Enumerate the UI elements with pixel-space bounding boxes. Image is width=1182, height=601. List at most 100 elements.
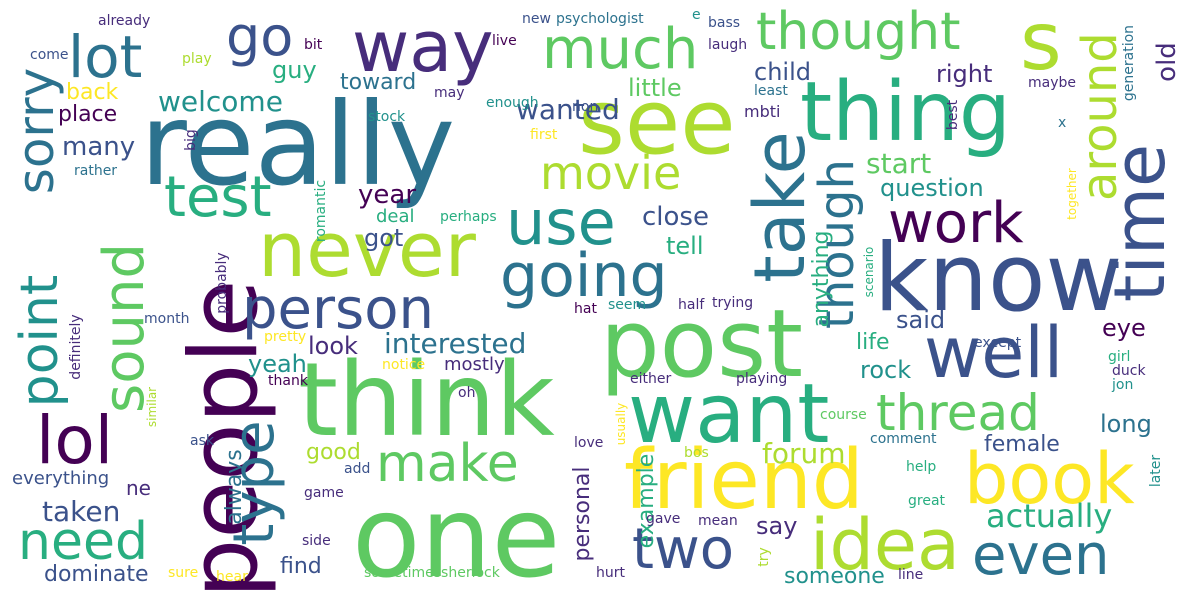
word: stock: [368, 109, 406, 125]
word: sure: [168, 565, 199, 581]
word: wanted: [516, 93, 620, 126]
word: enough: [486, 95, 539, 111]
word: take: [739, 131, 821, 283]
word: look: [308, 332, 358, 360]
word: ask: [190, 433, 214, 449]
word: much: [542, 17, 699, 82]
word: dominate: [44, 562, 149, 587]
word: post: [600, 290, 804, 399]
word: place: [58, 102, 118, 127]
word: say: [756, 512, 798, 540]
word: lot: [68, 23, 143, 91]
word: back: [66, 80, 119, 105]
word: right: [936, 60, 993, 88]
word: month: [144, 311, 190, 327]
word: want: [628, 367, 830, 462]
word: best: [945, 99, 961, 131]
word: close: [642, 202, 709, 232]
word: hurt: [596, 565, 625, 581]
word: need: [18, 512, 148, 572]
word: pretty: [264, 329, 307, 345]
word: may: [434, 85, 465, 101]
word: duck: [1112, 363, 1146, 379]
word: except: [974, 335, 1022, 351]
word: little: [628, 74, 682, 102]
word: around: [1072, 32, 1128, 201]
word: love: [574, 435, 604, 451]
word: mean: [698, 513, 738, 529]
word: know: [874, 224, 1123, 333]
word: bos: [684, 445, 709, 461]
word: everything: [12, 468, 110, 489]
word: play: [182, 51, 212, 67]
word: ne: [126, 476, 151, 500]
word: work: [888, 191, 1024, 256]
word: seem: [608, 297, 647, 313]
word: toward: [340, 70, 417, 95]
word: perhaps: [440, 209, 497, 225]
word: going: [500, 241, 668, 311]
word: said: [896, 306, 946, 334]
word: side: [302, 533, 331, 549]
word: notice: [382, 357, 426, 373]
word: try: [756, 547, 772, 567]
word: great: [908, 493, 946, 509]
word: mostly: [444, 354, 505, 375]
word: romantic: [313, 179, 329, 243]
word: hat: [574, 301, 597, 317]
word: start: [866, 147, 932, 180]
word: new: [522, 11, 551, 27]
word: make: [376, 434, 519, 494]
word: least: [754, 83, 788, 99]
word: use: [506, 186, 616, 259]
word: later: [1148, 454, 1164, 488]
word: year: [358, 180, 417, 210]
word: either: [630, 371, 672, 387]
word: eye: [1102, 314, 1146, 342]
word: psychologist: [556, 11, 644, 27]
word: actually: [986, 497, 1113, 535]
word: usually: [614, 402, 628, 446]
word: anything: [809, 230, 834, 328]
word: thread: [876, 384, 1040, 442]
word: hear: [216, 569, 248, 585]
word: lol: [36, 402, 114, 479]
word: bit: [304, 37, 323, 53]
word: life: [856, 330, 890, 355]
word: thank: [268, 373, 308, 389]
word: even: [972, 523, 1110, 588]
word: find: [280, 554, 322, 579]
word: idea: [810, 504, 960, 586]
word: e: [692, 7, 701, 23]
word: course: [820, 407, 867, 423]
word: old: [1152, 42, 1182, 82]
word: laugh: [708, 37, 748, 53]
word: gave: [646, 511, 681, 527]
word: similar: [145, 386, 159, 428]
word: maybe: [1028, 75, 1077, 91]
word: female: [984, 432, 1060, 457]
word: always: [222, 449, 247, 525]
word: help: [906, 459, 937, 475]
word: s: [1020, 0, 1062, 88]
word: welcome: [158, 85, 283, 118]
word: example: [634, 453, 659, 549]
word: one: [352, 473, 561, 601]
word: never: [258, 205, 476, 294]
word: x: [1058, 115, 1067, 131]
word: half: [678, 297, 705, 313]
word: game: [304, 485, 344, 501]
word: think: [298, 341, 555, 460]
word: yeah: [248, 350, 307, 378]
word: person: [242, 277, 434, 342]
word: oh: [458, 385, 476, 401]
word: test: [164, 165, 272, 230]
word: way: [352, 6, 494, 88]
word: trying: [712, 295, 754, 311]
word: forum: [762, 437, 846, 470]
word: live: [492, 33, 517, 49]
word: come: [30, 47, 69, 63]
word: definitely: [68, 314, 84, 380]
word: well: [924, 312, 1064, 394]
